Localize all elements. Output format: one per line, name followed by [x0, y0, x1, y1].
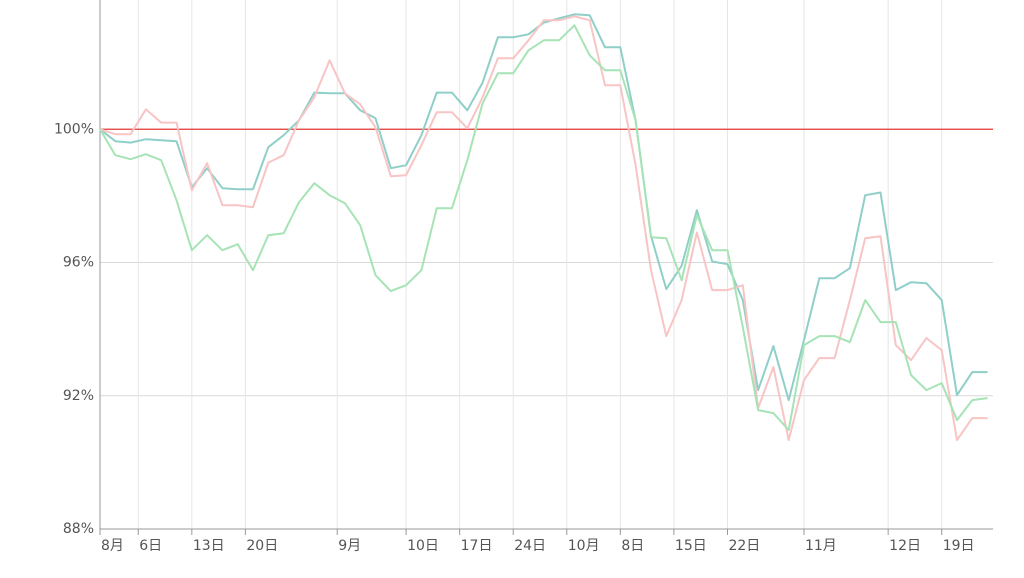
series-line	[99, 13, 988, 402]
y-tick-label: 100%	[54, 121, 94, 137]
x-tick-label: 10月	[568, 538, 600, 554]
x-tick-label: 13日	[193, 538, 225, 554]
x-tick-label: 12日	[889, 538, 921, 554]
x-tick-label: 20日	[246, 538, 278, 554]
y-tick-label: 96%	[63, 255, 94, 271]
x-tick-label: 8日	[621, 538, 644, 554]
x-tick-label: 9月	[338, 538, 361, 554]
x-tick-label: 17日	[461, 538, 493, 554]
x-tick-label: 10日	[407, 538, 439, 554]
series-line	[99, 15, 988, 442]
y-tick-label: 92%	[63, 388, 94, 404]
x-tick-label: 6日	[139, 538, 162, 554]
x-tick-label: 24日	[514, 538, 546, 554]
x-tick-label: 11月	[805, 538, 837, 554]
series-line	[99, 24, 988, 432]
x-tick-label: 22日	[728, 538, 760, 554]
x-tick-label: 15日	[675, 538, 707, 554]
y-tick-label: 104%	[54, 0, 94, 4]
x-tick-label: 8月	[101, 538, 124, 554]
x-tick-label: 19日	[943, 538, 975, 554]
y-tick-label: 88%	[63, 521, 94, 537]
